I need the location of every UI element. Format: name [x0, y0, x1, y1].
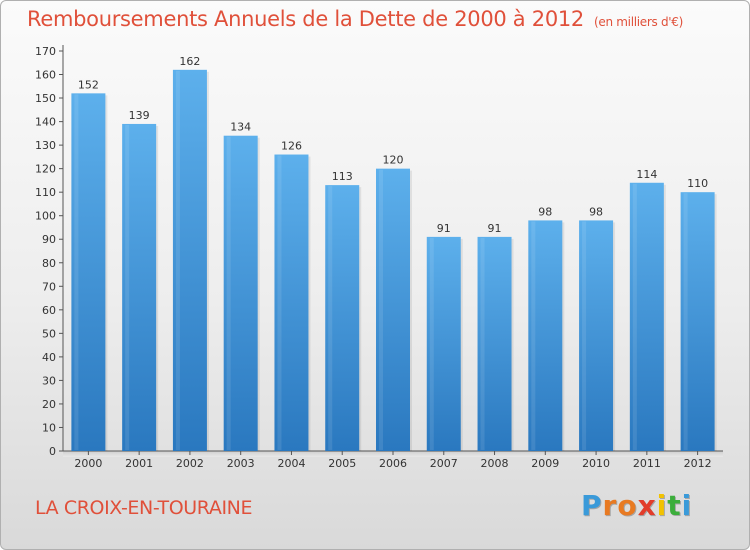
value-label-2000: 152	[78, 78, 99, 91]
bar-highlight	[429, 237, 434, 450]
x-tick-label-2007: 2007	[430, 457, 458, 470]
y-tick-label: 120	[35, 163, 56, 176]
logo-letter: o	[617, 489, 638, 522]
bar-highlight	[632, 183, 637, 450]
y-tick-label: 50	[42, 327, 56, 340]
bar-highlight	[277, 155, 282, 450]
x-tick-label-2001: 2001	[125, 457, 153, 470]
bar-2005	[325, 185, 360, 451]
logo-letter: i	[656, 489, 668, 522]
y-tick-label: 150	[35, 92, 56, 105]
x-tick-label-2004: 2004	[277, 457, 305, 470]
bar-highlight	[74, 94, 79, 451]
bar-2003	[223, 135, 258, 452]
bar-2002	[172, 69, 207, 451]
x-tick-label-2012: 2012	[684, 457, 712, 470]
bar-2007	[426, 236, 461, 451]
y-tick-label: 130	[35, 139, 56, 152]
bars	[71, 69, 717, 452]
x-tick-label-2008: 2008	[481, 457, 509, 470]
y-tick-label: 10	[42, 421, 56, 434]
bar-highlight	[683, 193, 688, 451]
value-label-2011: 114	[636, 168, 657, 181]
bar-highlight	[531, 221, 536, 450]
logo-letter: P	[581, 489, 603, 522]
x-tick-label-2009: 2009	[531, 457, 559, 470]
x-tick-label-2000: 2000	[74, 457, 102, 470]
logo-letter: x	[637, 489, 657, 522]
value-label-2012: 110	[687, 177, 708, 190]
x-tick-label-2005: 2005	[328, 457, 356, 470]
x-tick-label-2006: 2006	[379, 457, 407, 470]
bar-2006	[376, 168, 410, 451]
logo-letter: r	[602, 489, 618, 522]
y-tick-label: 40	[42, 351, 56, 364]
y-tick-label: 0	[49, 445, 56, 458]
value-label-2005: 113	[332, 170, 353, 183]
chart-title: Remboursements Annuels de la Dette de 20…	[27, 7, 683, 31]
value-label-2002: 162	[179, 55, 200, 68]
y-tick-label: 90	[42, 233, 56, 246]
bar-highlight	[328, 186, 333, 450]
bar-highlight	[125, 124, 130, 451]
bar-2004	[274, 154, 309, 451]
y-tick-label: 70	[42, 280, 56, 293]
y-tick-label: 20	[42, 398, 56, 411]
y-tick-label: 60	[42, 304, 56, 317]
bar-2000	[71, 93, 106, 452]
value-label-2007: 91	[437, 222, 451, 235]
value-label-2004: 126	[281, 140, 302, 153]
value-label-2006: 120	[383, 154, 404, 167]
axes: 0 10 20 30 40 50 60 70 80 90 100 110 120 130 140 150 160…	[35, 45, 723, 458]
bar-2011	[629, 182, 664, 451]
x-tick-label-2003: 2003	[227, 457, 255, 470]
y-tick-label: 170	[35, 45, 56, 58]
x-tick-label-2002: 2002	[176, 457, 204, 470]
value-label-2009: 98	[538, 205, 552, 218]
y-tick-label: 110	[35, 186, 56, 199]
value-label-2003: 134	[230, 121, 251, 134]
x-tick-label-2010: 2010	[582, 457, 610, 470]
x-tick-label-2011: 2011	[633, 457, 661, 470]
commune-name: LA CROIX-EN-TOURAINE	[35, 497, 253, 519]
y-tick-label: 30	[42, 374, 56, 387]
chart-title-text: Remboursements Annuels de la Dette de 20…	[27, 7, 584, 31]
y-tick-label: 140	[35, 116, 56, 129]
y-tick-label: 80	[42, 257, 56, 270]
bar-highlight	[582, 221, 587, 450]
y-tick-label: 160	[35, 69, 56, 82]
value-label-2001: 139	[129, 109, 150, 122]
logo-letter: i	[681, 489, 693, 522]
bar-highlight	[226, 136, 231, 451]
value-label-2008: 91	[488, 222, 502, 235]
logo-letter: t	[667, 489, 682, 522]
bar-highlight	[480, 237, 485, 450]
bar-2008	[477, 236, 512, 451]
y-tick-label: 100	[35, 210, 56, 223]
labels: 152 2000 139 2001 162 2002 134 2003 126 2004 113 20…	[74, 55, 711, 470]
bar-highlight	[379, 169, 383, 450]
bar-2010	[579, 220, 614, 451]
chart-unit: (en milliers d'€)	[594, 15, 684, 29]
bar-2001	[122, 123, 157, 452]
bar-2009	[528, 220, 563, 451]
proxiti-logo: Proxiti	[581, 489, 692, 522]
bar-highlight	[175, 70, 180, 450]
value-label-2010: 98	[589, 205, 603, 218]
bar-2012	[680, 192, 715, 452]
